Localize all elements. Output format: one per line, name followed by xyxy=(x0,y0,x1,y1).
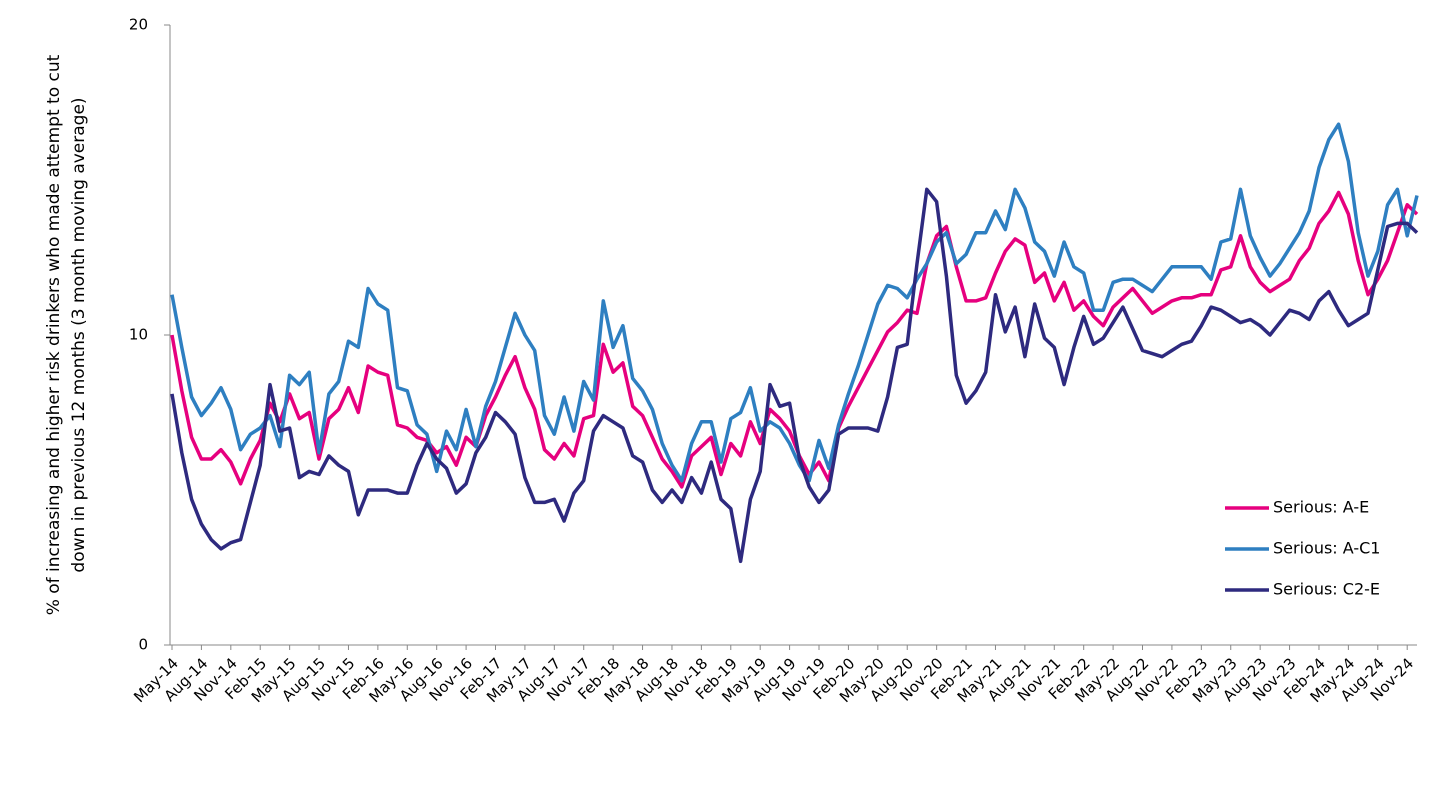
series-line xyxy=(170,190,1419,489)
y-tick-label: 20 xyxy=(129,16,148,34)
y-tick-label: 0 xyxy=(138,636,148,654)
y-axis-title: % of increasing and higher risk drinkers… xyxy=(44,54,89,616)
legend-label: Serious: C2-E xyxy=(1273,580,1380,599)
series-line xyxy=(170,122,1419,483)
legend-label: Serious: A-C1 xyxy=(1273,539,1380,558)
legend-label: Serious: A-E xyxy=(1273,498,1369,517)
y-tick-label: 10 xyxy=(129,326,148,344)
series-line xyxy=(170,187,1419,564)
